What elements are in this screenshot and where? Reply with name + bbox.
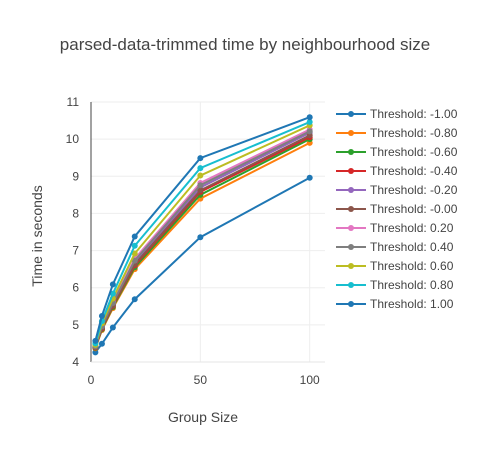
legend-swatch-marker: [348, 187, 354, 193]
series-group: [92, 114, 313, 356]
y-tick-label: 7: [72, 244, 79, 258]
legend-label: Threshold: 0.80: [370, 278, 454, 292]
y-tick-label: 6: [72, 281, 79, 295]
series-line: [94, 176, 311, 353]
series-line: [94, 121, 311, 344]
series: [92, 174, 313, 356]
legend-label: Threshold: 0.40: [370, 240, 454, 254]
y-tick-label: 10: [66, 132, 80, 146]
x-tick-label: 0: [88, 373, 95, 387]
data-point: [131, 296, 138, 303]
y-tick-label: 4: [72, 355, 79, 369]
legend-swatch-marker: [348, 301, 354, 307]
legend-item: Threshold: -1.00: [336, 107, 458, 121]
x-tick-label: 50: [194, 373, 208, 387]
legend-label: Threshold: -0.80: [370, 126, 458, 140]
legend-swatch-marker: [348, 168, 354, 174]
legend-swatch-marker: [348, 149, 354, 155]
data-point: [197, 155, 204, 162]
data-point: [197, 234, 204, 241]
legend: Threshold: -1.00 Threshold: -0.80 Threshol…: [336, 107, 458, 311]
legend-item: Threshold: -0.60: [336, 145, 458, 159]
data-point: [306, 114, 313, 121]
legend-item: Threshold: -0.00: [336, 202, 458, 216]
axes: 4 5 6 7 8 9 10 11 0 50 100: [66, 95, 325, 387]
legend-label: Threshold: 0.60: [370, 259, 454, 273]
y-tick-label: 5: [72, 318, 79, 332]
legend-item: Threshold: -0.20: [336, 183, 458, 197]
series: [92, 129, 313, 350]
y-tick-label: 11: [67, 95, 80, 109]
legend-item: Threshold: 0.60: [336, 259, 454, 273]
legend-swatch-marker: [348, 263, 354, 269]
legend-item: Threshold: -0.80: [336, 126, 458, 140]
legend-swatch-marker: [348, 206, 354, 212]
legend-label: Threshold: -0.00: [370, 202, 458, 216]
series: [92, 132, 313, 351]
legend-label: Threshold: -0.20: [370, 183, 458, 197]
data-point: [109, 281, 116, 288]
data-point: [197, 182, 204, 189]
data-point: [306, 174, 313, 181]
legend-swatch-marker: [348, 244, 354, 250]
data-point: [197, 187, 204, 194]
data-point: [306, 119, 313, 126]
chart-title: parsed-data-trimmed time by neighbourhoo…: [60, 35, 430, 54]
series-line: [94, 131, 311, 348]
data-point: [92, 337, 99, 344]
legend-label: Threshold: -1.00: [370, 107, 458, 121]
data-point: [306, 128, 313, 135]
legend-item: Threshold: -0.40: [336, 164, 458, 178]
legend-label: Threshold: 1.00: [370, 297, 454, 311]
legend-swatch-marker: [348, 282, 354, 288]
data-point: [131, 257, 138, 264]
series-line: [94, 116, 311, 342]
data-point: [131, 233, 138, 240]
legend-label: Threshold: -0.40: [370, 164, 458, 178]
series: [92, 139, 313, 352]
data-point: [109, 290, 116, 297]
data-point: [197, 172, 204, 179]
series-line: [94, 138, 311, 349]
legend-item: Threshold: 0.20: [336, 221, 454, 235]
data-point: [98, 340, 105, 347]
legend-swatch-marker: [348, 111, 354, 117]
legend-swatch-marker: [348, 130, 354, 136]
legend-item: Threshold: 0.80: [336, 278, 454, 292]
data-point: [98, 312, 105, 319]
series: [92, 114, 313, 344]
y-axis-label: Time in seconds: [29, 185, 45, 286]
legend-item: Threshold: 0.40: [336, 240, 454, 254]
legend-label: Threshold: 0.20: [370, 221, 454, 235]
legend-swatch-marker: [348, 225, 354, 231]
legend-item: Threshold: 1.00: [336, 297, 454, 311]
data-point: [131, 242, 138, 249]
legend-label: Threshold: -0.60: [370, 145, 458, 159]
data-point: [109, 324, 116, 331]
x-tick-label: 100: [300, 373, 320, 387]
y-tick-label: 8: [72, 206, 79, 220]
y-tick-label: 9: [72, 169, 79, 183]
x-axis-label: Group Size: [168, 409, 238, 425]
data-point: [197, 165, 204, 172]
data-point: [131, 250, 138, 257]
